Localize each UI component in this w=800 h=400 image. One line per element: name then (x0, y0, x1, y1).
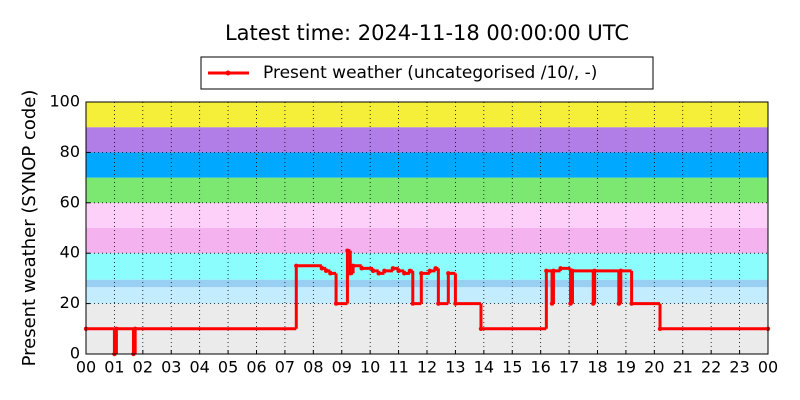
data-point (350, 263, 356, 268)
x-tick-label: 08 (303, 358, 323, 377)
background-band (86, 127, 768, 153)
data-point (323, 268, 329, 274)
data-point (359, 266, 364, 271)
data-point (549, 301, 555, 306)
data-point (376, 271, 381, 276)
x-tick-label: 07 (275, 358, 295, 377)
x-tick-label: 12 (417, 358, 437, 377)
x-tick-label: 20 (644, 358, 664, 377)
data-point (558, 266, 563, 271)
data-point (436, 301, 441, 306)
x-tick-label: 03 (161, 358, 181, 377)
background-band (86, 152, 768, 178)
legend-marker (225, 70, 231, 76)
data-point (333, 301, 339, 306)
data-point (419, 271, 424, 276)
data-point (410, 301, 415, 306)
x-tick-label: 22 (701, 358, 721, 377)
y-tick-label: 80 (60, 142, 80, 161)
data-point (382, 268, 387, 274)
x-tick-label: 05 (218, 358, 238, 377)
data-point (407, 268, 413, 274)
data-point (132, 326, 138, 331)
x-tick-label: 14 (474, 358, 494, 377)
y-tick-label: 0 (70, 344, 80, 363)
data-point (453, 301, 458, 306)
x-tick-label: 00 (758, 358, 778, 377)
data-point (592, 268, 597, 274)
data-point (570, 268, 575, 274)
data-point (396, 268, 401, 274)
data-point (390, 266, 396, 271)
x-tick-label: 01 (104, 358, 124, 377)
background-band (86, 228, 768, 254)
data-point (629, 301, 634, 306)
data-point (402, 271, 407, 276)
y-tick-label: 40 (60, 243, 80, 262)
x-tick-label: 11 (388, 358, 408, 377)
x-tick-label: 02 (133, 358, 153, 377)
data-point (328, 271, 333, 276)
legend: Present weather (uncategorised /10/, -) (200, 56, 654, 90)
y-tick-label: 100 (49, 92, 80, 111)
x-tick-label: 23 (729, 358, 749, 377)
x-tick-label: 06 (246, 358, 266, 377)
x-tick-label: 13 (445, 358, 465, 377)
x-tick-label: 10 (360, 358, 380, 377)
data-point (348, 271, 353, 276)
y-axis-label: Present weather (SYNOP code) (19, 90, 40, 367)
data-point (345, 248, 350, 253)
plot-frame (85, 101, 769, 355)
legend-box (200, 56, 654, 90)
y-tick-label: 60 (60, 192, 80, 211)
background-band (86, 287, 768, 304)
data-point (591, 301, 596, 306)
data-point (319, 266, 325, 271)
x-tick-label: 09 (332, 358, 352, 377)
data-point (568, 301, 573, 306)
x-tick-label: 18 (587, 358, 607, 377)
data-point (657, 326, 663, 331)
data-point (446, 271, 451, 276)
data-point (551, 268, 556, 274)
x-tick-label: 16 (530, 358, 550, 377)
x-tick-label: 21 (673, 358, 693, 377)
x-tick-label: 04 (189, 358, 209, 377)
data-point (616, 301, 622, 306)
data-point (114, 326, 119, 331)
data-point (618, 268, 624, 274)
data-point (433, 266, 438, 271)
data-point (370, 268, 376, 274)
data-point (427, 268, 433, 274)
x-tick-label: 15 (502, 358, 522, 377)
x-tick-label: 19 (616, 358, 636, 377)
x-tick-label: 17 (559, 358, 579, 377)
data-point (294, 263, 299, 268)
chart-title: Latest time: 2024-11-18 00:00:00 UTC (225, 21, 629, 45)
legend-label: Present weather (uncategorised /10/, -) (263, 63, 597, 83)
x-tick-label: 00 (76, 358, 96, 377)
data-point (478, 326, 484, 331)
data-point (544, 268, 549, 274)
y-tick-label: 20 (60, 293, 80, 312)
background-band (86, 279, 768, 288)
